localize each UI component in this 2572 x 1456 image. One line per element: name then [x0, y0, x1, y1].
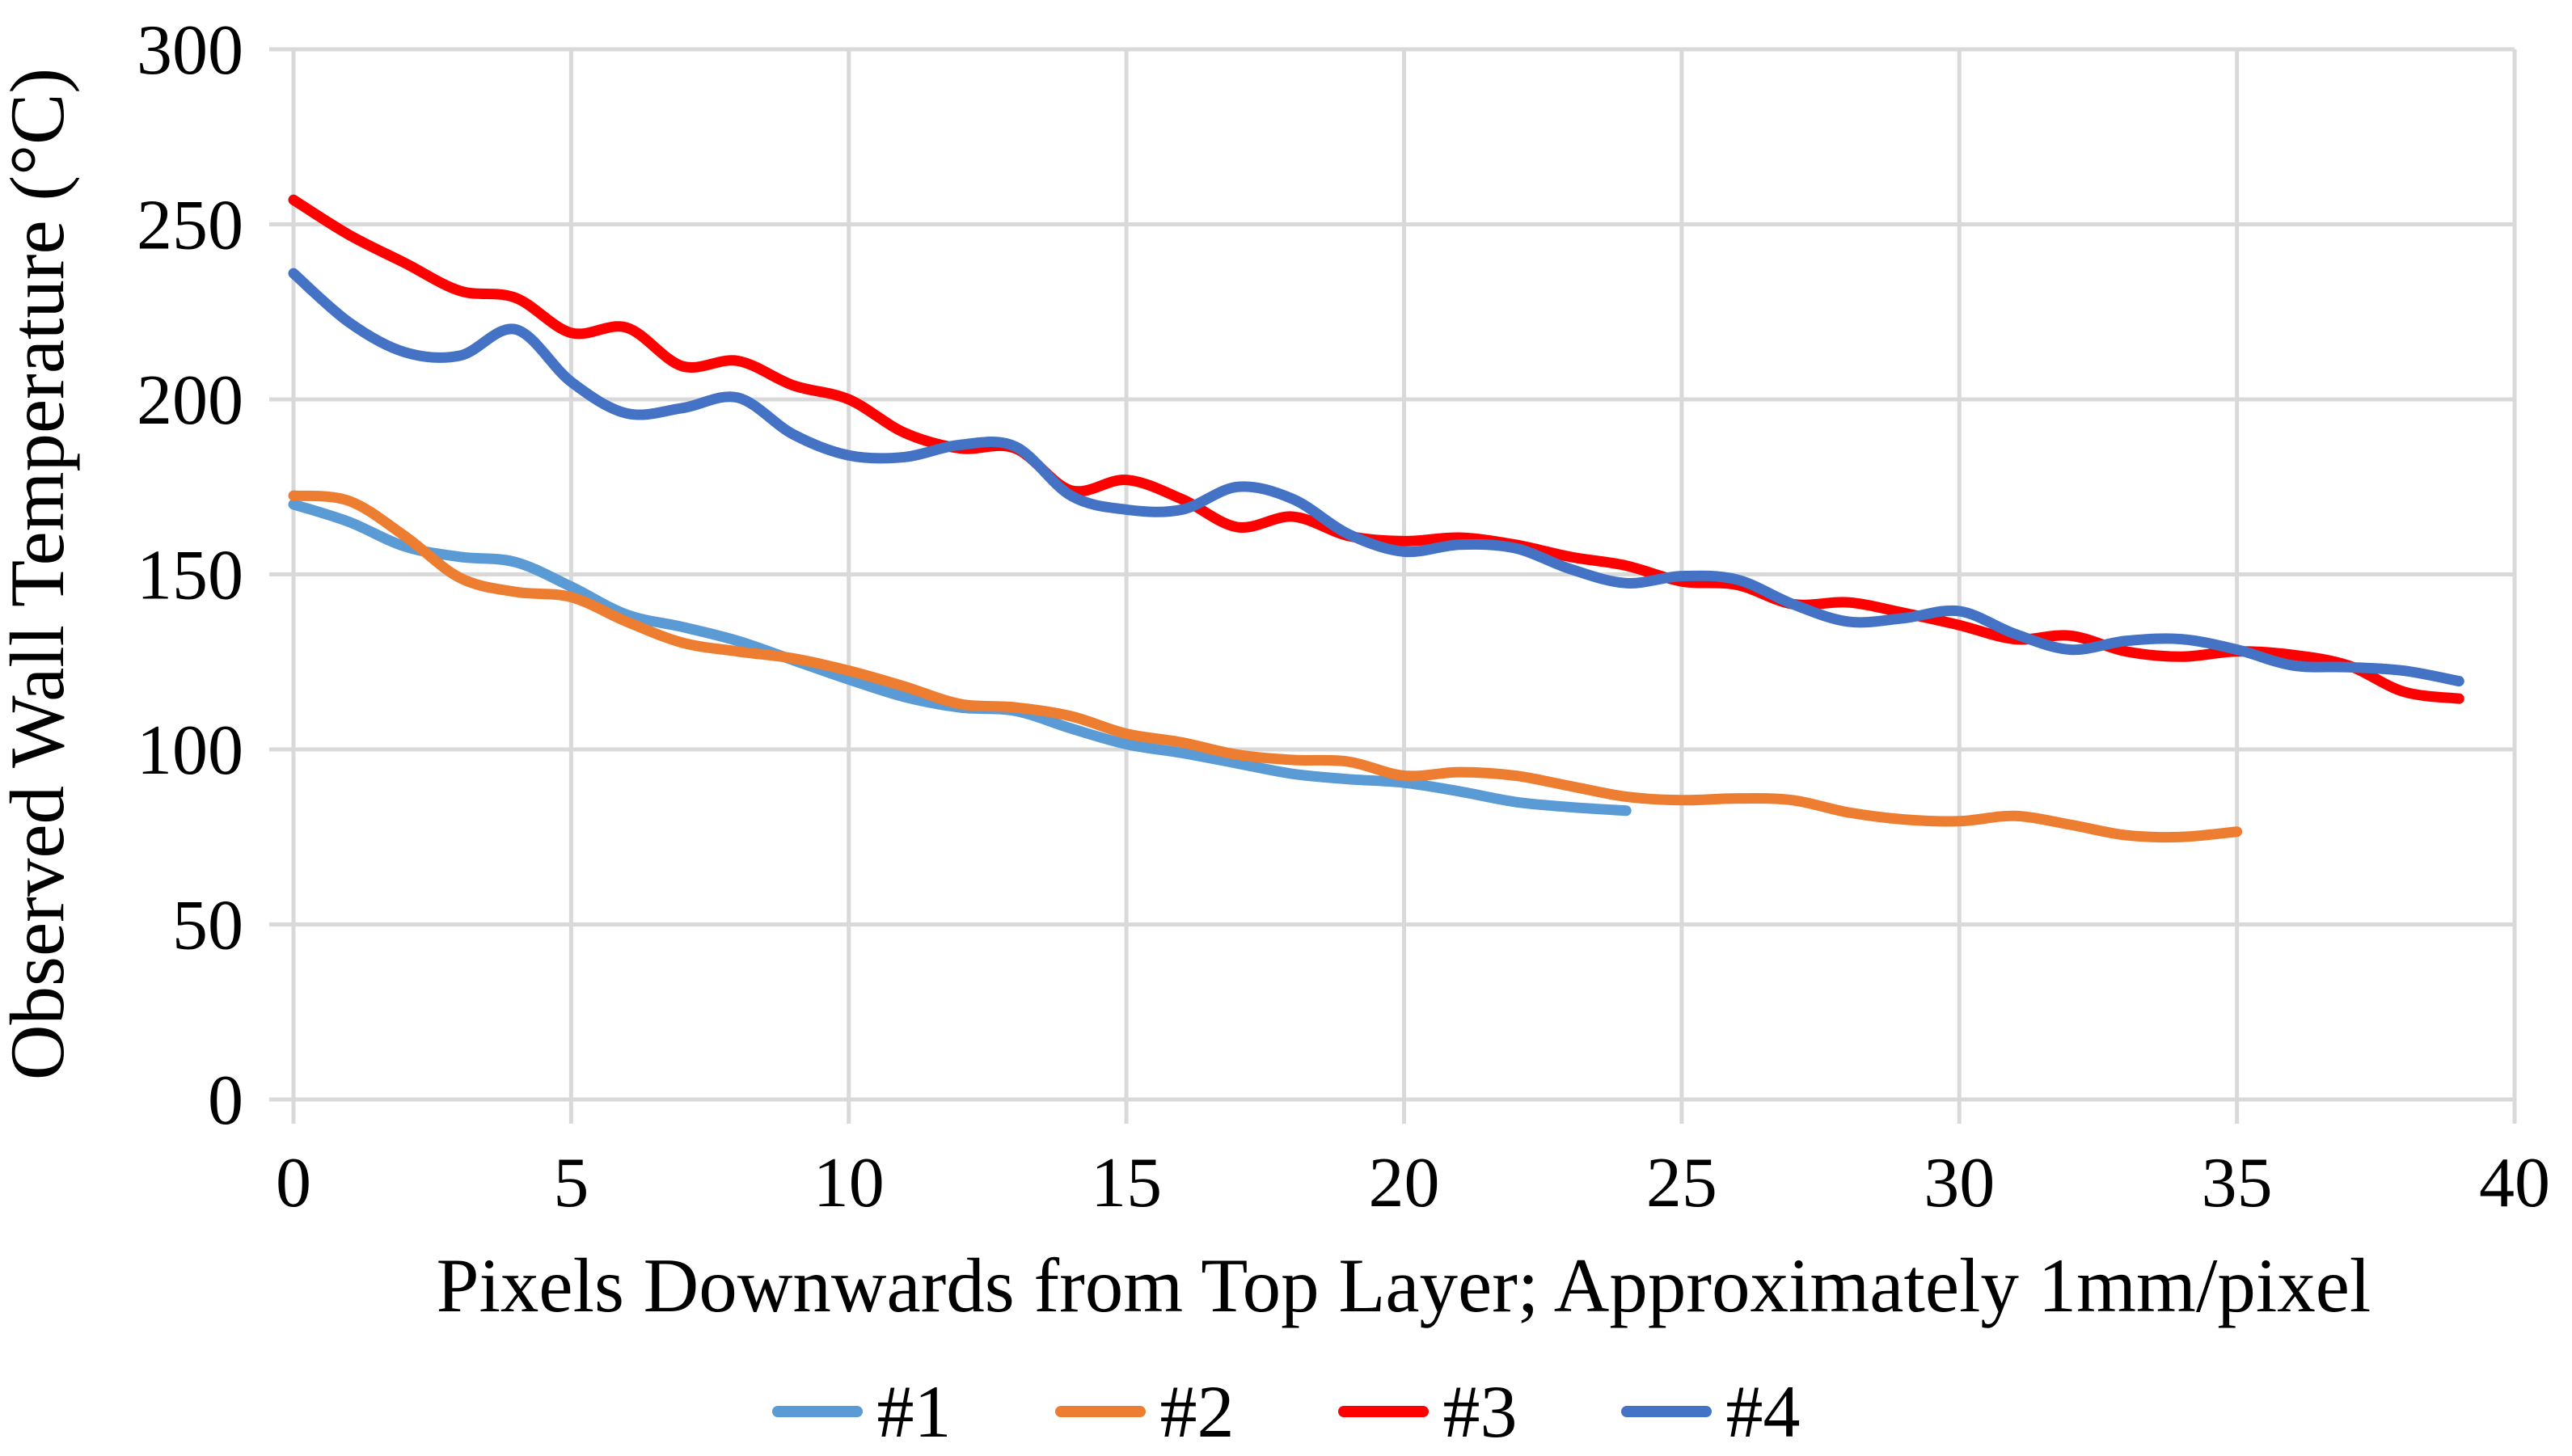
y-tick-label: 250	[137, 187, 243, 265]
y-axis-title: Observed Wall Temperature (°C)	[0, 68, 80, 1080]
series-line-3	[288, 194, 2464, 704]
series-line-2	[288, 490, 2243, 843]
legend-item-4: #4	[1620, 1369, 1801, 1453]
legend-swatch	[1054, 1405, 1146, 1417]
x-tick-label: 0	[276, 1144, 311, 1222]
x-tick-label: 20	[1369, 1144, 1440, 1222]
legend-label: #3	[1442, 1369, 1518, 1453]
legend-item-1: #1	[771, 1369, 952, 1453]
x-axis-title: Pixels Downwards from Top Layer; Approxi…	[437, 1243, 2371, 1328]
x-tick-label: 5	[553, 1144, 589, 1222]
series-line-4	[288, 268, 2464, 687]
x-tick-label: 40	[2479, 1144, 2550, 1222]
legend-label: #2	[1159, 1369, 1235, 1453]
y-tick-label: 200	[137, 361, 243, 440]
series-lines	[288, 194, 2464, 843]
gridlines	[291, 47, 2517, 1102]
legend-swatch	[1620, 1405, 1712, 1417]
tick-labels: 0 5 10 15 20 25 30 35 40 0 50 100 150 200 250 300	[137, 11, 2550, 1222]
x-tick-label: 30	[1924, 1144, 1995, 1222]
legend-swatch	[1337, 1405, 1429, 1417]
x-tick-label: 15	[1091, 1144, 1162, 1222]
x-tick-label: 35	[2202, 1144, 2273, 1222]
y-tick-label: 100	[137, 711, 243, 790]
legend-swatch	[771, 1405, 863, 1417]
y-tick-label: 0	[208, 1061, 243, 1140]
x-tick-label: 25	[1646, 1144, 1717, 1222]
legend-item-3: #3	[1337, 1369, 1518, 1453]
x-tick-label: 10	[813, 1144, 885, 1222]
y-tick-label: 150	[137, 537, 243, 615]
legend-label: #1	[876, 1369, 952, 1453]
chart-legend: #1 #2 #3 #4	[0, 1369, 2572, 1454]
legend-label: #4	[1725, 1369, 1801, 1453]
y-tick-label: 300	[137, 11, 243, 90]
y-tick-label: 50	[172, 887, 243, 965]
legend-item-2: #2	[1054, 1369, 1235, 1453]
axis-ticks	[269, 47, 2517, 1124]
